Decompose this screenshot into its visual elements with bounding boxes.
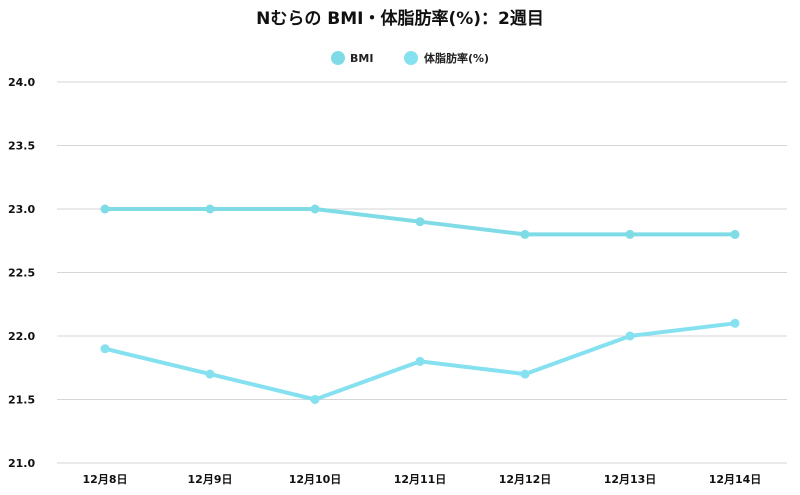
- x-tick-label: 12月8日: [83, 473, 128, 486]
- data-point: [520, 369, 530, 379]
- legend-label: BMI: [350, 52, 373, 65]
- data-point: [415, 217, 425, 227]
- y-axis: 21.0 21.5 22.0 22.5 23.0 23.5 24.0: [8, 76, 35, 470]
- y-tick-label: 22.0: [8, 330, 35, 343]
- legend: BMI 体脂肪率(%): [331, 51, 489, 65]
- y-tick-label: 22.5: [8, 267, 35, 280]
- series-group: [100, 204, 740, 404]
- data-point: [100, 204, 110, 214]
- gridlines: [57, 81, 787, 464]
- x-tick-label: 12月9日: [188, 473, 233, 486]
- data-point: [310, 395, 320, 404]
- data-point: [310, 204, 320, 214]
- data-point: [730, 229, 740, 239]
- y-tick-label: 24.0: [8, 76, 35, 89]
- data-point: [205, 204, 215, 214]
- data-point: [415, 356, 425, 366]
- y-tick-label: 21.0: [8, 457, 35, 470]
- y-tick-label: 23.0: [8, 203, 35, 216]
- x-tick-label: 12月11日: [394, 473, 447, 486]
- y-tick-label: 23.5: [8, 140, 35, 153]
- legend-marker: [331, 51, 345, 65]
- legend-label: 体脂肪率(%): [424, 51, 489, 65]
- data-point: [625, 331, 635, 341]
- data-point: [625, 229, 635, 239]
- y-tick-label: 21.5: [8, 394, 35, 407]
- x-tick-label: 12月10日: [289, 473, 342, 486]
- chart-title: Nむらの BMI・体脂肪率(%)：2週目: [256, 8, 544, 29]
- x-tick-label: 12月14日: [709, 473, 762, 486]
- x-tick-label: 12月12日: [499, 473, 552, 486]
- data-point: [100, 344, 110, 354]
- x-tick-label: 12月13日: [604, 473, 657, 486]
- legend-marker: [404, 51, 418, 65]
- data-point: [730, 318, 740, 328]
- data-point: [205, 369, 215, 379]
- x-axis: 12月8日 12月9日 12月10日 12月11日 12月12日 12月13日 12月14日: [83, 473, 762, 486]
- data-point: [520, 229, 530, 239]
